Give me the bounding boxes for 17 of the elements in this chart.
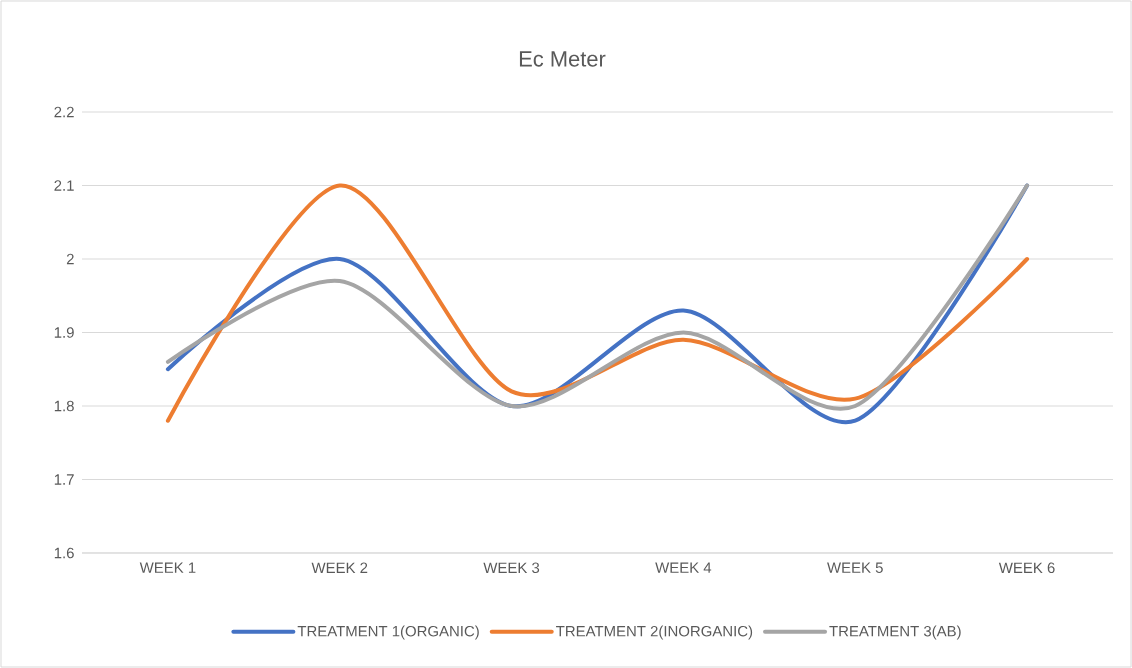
x-tick-label: WEEK 2 (311, 562, 368, 573)
legend-label: TREATMENT 2(INORGANIC) (556, 625, 753, 640)
y-tick-label: 1.8 (54, 400, 74, 412)
y-tick-label: 1.6 (54, 547, 74, 559)
y-tick-label: 2.1 (54, 180, 74, 191)
x-tick-label: WEEK 3 (483, 562, 540, 574)
chart-title: Ec Meter (519, 51, 606, 67)
legend-label: TREATMENT 3(AB) (829, 625, 961, 640)
x-tick-label: WEEK 4 (655, 562, 712, 573)
y-tick-label: 1.9 (54, 327, 74, 338)
y-tick-label: 2.2 (54, 106, 74, 118)
x-tick-label: WEEK 6 (998, 562, 1055, 574)
y-tick-label: 1.7 (54, 474, 74, 485)
x-tick-label: WEEK 1 (139, 562, 196, 573)
legend-label: TREATMENT 1(ORGANIC) (297, 625, 479, 640)
x-tick-label: WEEK 5 (827, 562, 883, 573)
y-tick-label: 2 (66, 253, 74, 265)
